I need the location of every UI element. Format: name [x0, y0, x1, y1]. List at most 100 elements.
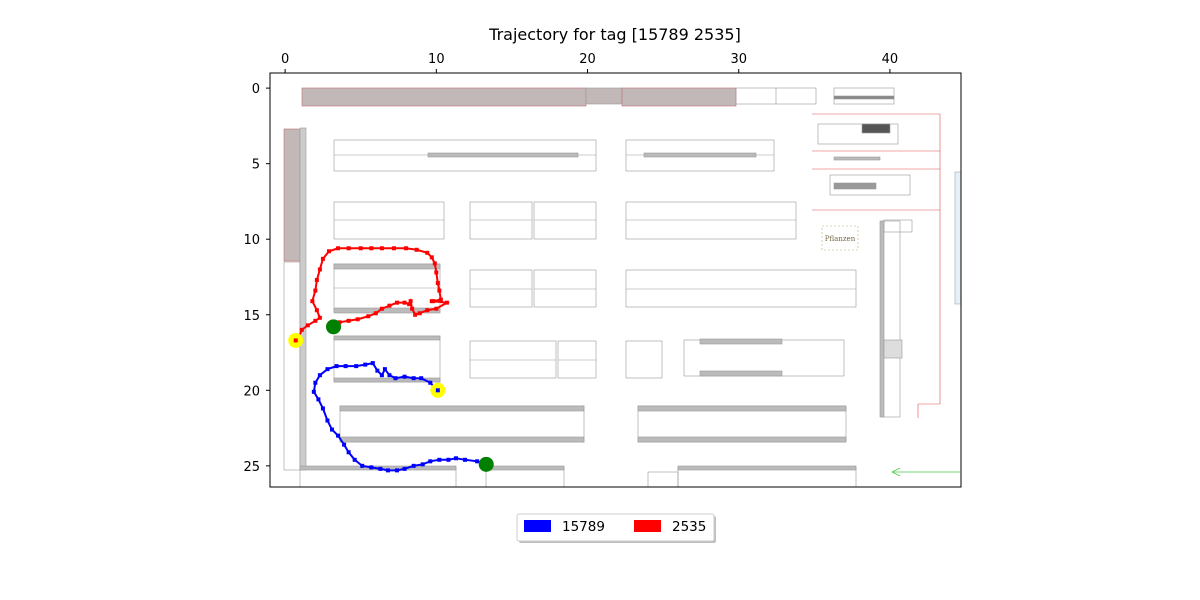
start-marker	[326, 319, 342, 335]
series-point-15789	[411, 463, 416, 468]
series-point-2535	[437, 288, 442, 293]
series-point-2535	[313, 288, 318, 293]
series-point-2535	[346, 246, 351, 251]
series-point-15789	[382, 367, 387, 372]
series-point-2535	[369, 246, 374, 251]
series-point-2535	[337, 320, 342, 325]
series-point-2535	[346, 318, 351, 323]
plot-area	[269, 72, 962, 488]
series-point-15789	[411, 376, 416, 381]
start-marker	[478, 456, 494, 472]
series-point-15789	[437, 457, 442, 462]
series-point-2535	[432, 261, 437, 266]
series-point-2535	[435, 281, 440, 286]
series-point-2535	[404, 246, 409, 251]
series-point-15789	[402, 466, 407, 471]
series-point-2535	[429, 255, 434, 260]
y-tick-label: 0	[252, 82, 260, 97]
end-point-15789	[435, 388, 440, 393]
series-point-15789	[313, 380, 318, 385]
series-point-15789	[419, 376, 424, 381]
series-point-2535	[413, 312, 418, 317]
series-point-15789	[325, 367, 330, 372]
series-point-2535	[358, 246, 363, 251]
y-tick-label: 20	[243, 384, 260, 399]
series-point-15789	[369, 465, 374, 470]
series-point-2535	[373, 311, 378, 316]
series-point-15789	[325, 418, 330, 423]
series-point-15789	[334, 364, 339, 369]
series-point-2535	[391, 246, 396, 251]
series-point-15789	[329, 427, 334, 432]
series-point-15789	[378, 466, 383, 471]
series-point-2535	[314, 278, 319, 282]
series-point-2535	[434, 270, 439, 275]
series-point-2535	[444, 300, 449, 305]
y-tick-label: 15	[243, 309, 260, 324]
series-point-2535	[317, 267, 322, 272]
series-point-15789	[475, 459, 480, 464]
series-point-15789	[420, 462, 425, 467]
series-point-2535	[299, 327, 304, 332]
series-point-2535	[414, 247, 419, 252]
x-tick-label: 10	[428, 52, 445, 67]
end-point-2535	[293, 338, 298, 343]
legend: 15789 2535	[516, 513, 716, 543]
series-point-2535	[407, 302, 412, 307]
floor-plan-label-plants: Pflanzen	[825, 235, 856, 243]
series-point-2535	[417, 311, 422, 316]
series-point-15789	[363, 362, 368, 367]
legend-label-15789: 15789	[562, 519, 605, 535]
x-tick-label: 30	[730, 52, 747, 67]
x-tick-label: 20	[579, 52, 596, 67]
series-point-2535	[395, 300, 400, 305]
series-point-2535	[425, 250, 430, 255]
series-point-15789	[463, 457, 468, 462]
series-point-15789	[385, 468, 390, 473]
series-point-15789	[354, 364, 359, 369]
series-point-15789	[393, 376, 398, 381]
series-point-15789	[428, 459, 433, 464]
series-point-15789	[370, 361, 375, 366]
series-point-2535	[336, 246, 341, 251]
series-point-15789	[336, 433, 341, 438]
series-point-15789	[360, 463, 365, 468]
series-point-2535	[313, 318, 318, 323]
series-point-2535	[366, 314, 371, 319]
series-point-15789	[352, 457, 357, 462]
series-point-2535	[434, 306, 439, 311]
chart-title: Trajectory for tag [15789 2535]	[488, 25, 741, 44]
legend-swatch-2535	[634, 520, 661, 532]
series-point-15789	[395, 468, 400, 473]
series-point-15789	[446, 457, 451, 462]
x-axis: 0 10 20 30 40	[281, 52, 898, 73]
series-point-15789	[316, 397, 321, 402]
series-point-2535	[438, 297, 443, 302]
series-point-15789	[311, 389, 316, 394]
x-tick-label: 40	[882, 52, 899, 67]
series-point-15789	[317, 373, 322, 378]
y-axis: 0 5 10 15 20 25	[243, 82, 270, 475]
trajectory-markers	[288, 319, 494, 472]
series-point-15789	[402, 374, 407, 379]
x-tick-label: 0	[281, 52, 289, 67]
series-point-15789	[375, 368, 380, 373]
series-point-2535	[402, 300, 407, 305]
series-point-2535	[317, 315, 322, 320]
series-point-15789	[346, 450, 351, 455]
series-point-2535	[431, 299, 436, 304]
series-point-15789	[453, 456, 458, 461]
floor-plan-image: Pflanzen	[270, 73, 962, 488]
series-point-15789	[428, 380, 433, 385]
series-point-2535	[379, 246, 384, 251]
series-point-15789	[320, 406, 325, 411]
y-tick-label: 10	[243, 233, 260, 248]
series-point-2535	[355, 317, 360, 322]
series-point-2535	[305, 323, 310, 328]
series-point-2535	[425, 308, 430, 313]
series-point-2535	[410, 306, 415, 311]
legend-label-2535: 2535	[672, 519, 706, 535]
series-point-15789	[343, 364, 348, 369]
series-point-15789	[342, 442, 347, 447]
